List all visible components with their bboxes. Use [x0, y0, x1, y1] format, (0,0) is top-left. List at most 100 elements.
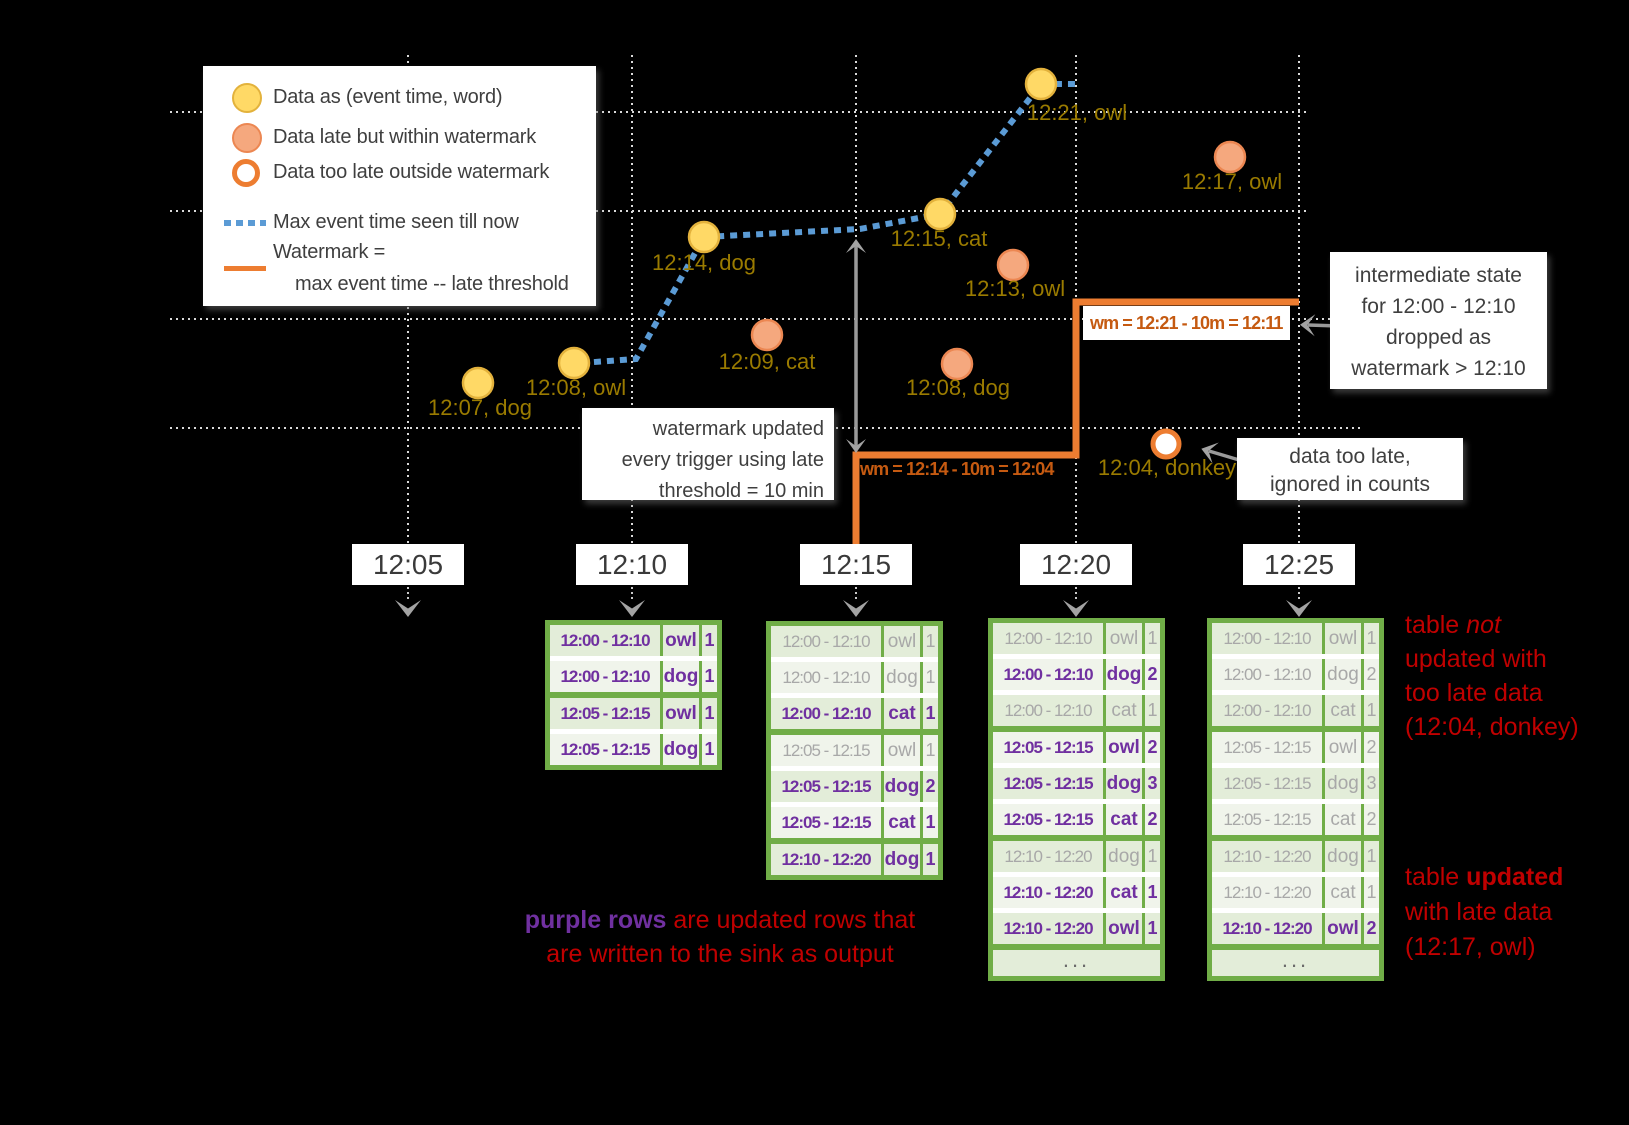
window-cell: 12:00 - 12:10	[771, 662, 881, 693]
window-cell: 12:10 - 12:20	[1212, 841, 1322, 872]
count-cell: 1	[923, 698, 938, 729]
note-line: with late data	[1405, 898, 1553, 926]
window-cell: 12:05 - 12:15	[550, 734, 660, 765]
table-row: 12:05 - 12:15 cat 2	[1212, 799, 1379, 835]
count-cell: 1	[1364, 623, 1379, 654]
word-cell: cat	[1106, 695, 1142, 726]
word-cell: dog	[884, 662, 920, 693]
count-cell: 1	[1364, 841, 1379, 872]
purple-rows-highlight: purple rows	[524, 906, 667, 934]
window-cell: 12:05 - 12:15	[993, 768, 1103, 799]
count-cell: 1	[1364, 695, 1379, 726]
data-point-late	[750, 318, 784, 352]
word-cell: owl	[1106, 623, 1142, 654]
table-row: 12:10 - 12:20 owl 2	[1212, 908, 1379, 944]
note-line: watermark > 12:10	[1351, 357, 1526, 380]
trigger-arrow-head	[1286, 600, 1312, 617]
note-text: table	[1405, 863, 1467, 891]
count-cell: 2	[1145, 659, 1160, 690]
window-cell: 12:05 - 12:15	[771, 771, 881, 802]
table-row: 12:10 - 12:20 dog 1	[1212, 841, 1379, 872]
table-not-updated-note: table not updated with too late data (12…	[1405, 608, 1579, 744]
note-emphasis: not	[1466, 611, 1501, 639]
data-point-ontime	[1024, 67, 1058, 101]
too-late-arrow-head	[1201, 442, 1219, 464]
note-line: every trigger using late	[621, 449, 824, 471]
count-cell: 1	[923, 735, 938, 766]
legend-sublabel: max event time -- late threshold	[295, 273, 569, 295]
window-cell: 12:10 - 12:20	[771, 844, 881, 875]
data-point-late	[1213, 140, 1247, 174]
window-cell: 12:10 - 12:20	[993, 913, 1103, 944]
note-line: threshold = 10 min	[658, 480, 824, 502]
watermark-value-label-1204: wm = 12:14 - 10m = 12:04	[860, 459, 1054, 479]
count-cell: 1	[923, 807, 938, 838]
data-point-label: 12:17, owl	[1181, 169, 1283, 194]
table-row: 12:05 - 12:15 dog 2	[771, 766, 938, 802]
note-line: table not	[1405, 608, 1579, 642]
word-cell: dog	[1106, 768, 1142, 799]
table-row: 12:00 - 12:10 dog 2	[993, 654, 1160, 690]
word-cell: dog	[1106, 841, 1142, 872]
trigger-arrow-head	[843, 600, 869, 617]
data-point-late	[996, 248, 1030, 282]
data-point-ontime	[557, 346, 591, 380]
data-point-label: 12:21, owl	[1026, 100, 1128, 125]
data-point-label: 12:08, owl	[525, 375, 627, 400]
note-line: purple rows are updated rows that	[460, 903, 980, 937]
max-event-time-line	[580, 81, 1079, 366]
more-rows-ellipsis: ...	[1212, 949, 1379, 976]
word-cell: cat	[1325, 877, 1361, 908]
word-cell: owl	[663, 625, 699, 656]
count-cell: 1	[702, 625, 717, 656]
note-line: (12:17, owl)	[1405, 933, 1536, 961]
window-cell: 12:00 - 12:10	[993, 695, 1103, 726]
note-line: intermediate state	[1355, 264, 1522, 287]
window-cell: 12:05 - 12:15	[1212, 768, 1322, 799]
word-cell: cat	[1106, 804, 1142, 835]
word-cell: dog	[1325, 659, 1361, 690]
window-cell: 12:05 - 12:15	[993, 804, 1103, 835]
window-cell: 12:10 - 12:20	[1212, 877, 1322, 908]
count-cell: 1	[923, 844, 938, 875]
count-cell: 1	[1145, 841, 1160, 872]
trigger-time-label: 12:20	[1020, 544, 1132, 585]
count-cell: 1	[1145, 623, 1160, 654]
table-row: 12:00 - 12:10 owl 1	[1212, 623, 1379, 654]
data-point-toolate	[1150, 428, 1182, 460]
ontime-dot-icon	[232, 83, 262, 113]
word-cell: dog	[1325, 841, 1361, 872]
max-event-time-line-icon	[224, 220, 266, 226]
window-cell: 12:10 - 12:20	[993, 841, 1103, 872]
word-cell: dog	[884, 844, 920, 875]
note-line: watermark updated	[652, 418, 824, 440]
window-cell: 12:00 - 12:10	[771, 698, 881, 729]
watermark-value-label-1211: wm = 12:21 - 10m = 12:11	[1083, 306, 1290, 340]
watermark-line	[852, 298, 1299, 546]
word-cell: owl	[663, 698, 699, 729]
count-cell: 2	[1364, 659, 1379, 690]
table-row: 12:00 - 12:10 cat 1	[1212, 690, 1379, 726]
table-row: 12:05 - 12:15 dog 1	[550, 729, 717, 765]
data-point-ontime	[687, 220, 721, 254]
count-cell: 1	[1145, 913, 1160, 944]
window-cell: 12:00 - 12:10	[771, 626, 881, 657]
count-cell: 2	[1364, 804, 1379, 835]
watermark-line-icon	[224, 266, 266, 271]
table-row: 12:00 - 12:10 dog 2	[1212, 654, 1379, 690]
count-cell: 1	[1145, 877, 1160, 908]
trigger-gap-arrow-head	[846, 239, 866, 253]
note-line: too late data	[1405, 679, 1543, 707]
note-line: (12:04, donkey)	[1405, 713, 1579, 741]
trigger-gap-arrow-head	[846, 439, 866, 453]
word-cell: owl	[1325, 913, 1361, 944]
data-point-ontime	[923, 197, 957, 231]
word-cell: owl	[1106, 913, 1142, 944]
data-point-label: 12:07, dog	[428, 395, 532, 420]
window-cell: 12:00 - 12:10	[993, 623, 1103, 654]
note-text: are updated rows that	[666, 906, 916, 934]
data-point-label: 12:15, cat	[890, 226, 988, 251]
legend-label: Data as (event time, word)	[273, 86, 503, 108]
table-row: 12:05 - 12:15 cat 2	[993, 799, 1160, 835]
